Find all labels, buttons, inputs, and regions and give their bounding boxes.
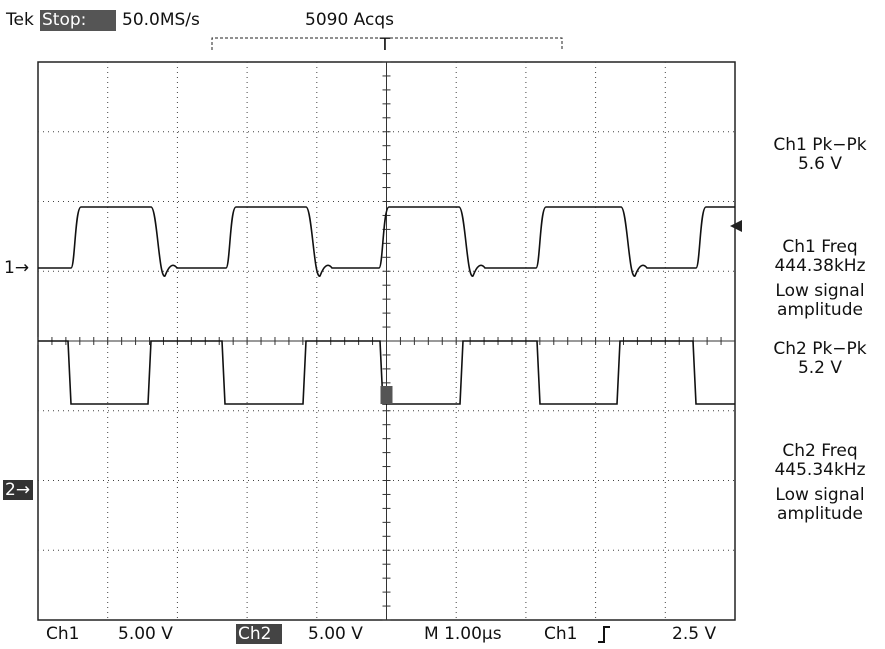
trigger-level-arrow xyxy=(730,220,742,232)
timebase: M 1.00µs xyxy=(424,624,502,644)
measurement-value: 5.6 V xyxy=(798,154,842,174)
measurement-note: amplitude xyxy=(777,300,863,320)
record-bracket xyxy=(211,37,563,50)
trigger-slope xyxy=(598,626,610,643)
brand: Tek xyxy=(5,10,34,30)
trigger-source: Ch1 xyxy=(544,624,577,644)
measurement-value: 445.34kHz xyxy=(774,460,865,480)
graticule xyxy=(37,61,736,621)
measurement-value: 5.2 V xyxy=(798,358,842,378)
ch1-marker: 1→ xyxy=(4,258,29,278)
measurement-label: Ch1 Pk−Pk xyxy=(773,135,866,155)
measurement-note: amplitude xyxy=(777,504,863,524)
ch1-label: Ch1 xyxy=(46,624,79,644)
trigger-position: T xyxy=(379,35,391,55)
ch2-label: Ch2 xyxy=(238,624,271,644)
measurement-value: 444.38kHz xyxy=(774,256,865,276)
trigger-point-marker xyxy=(380,386,393,404)
ch2-marker: 2→ xyxy=(5,480,30,500)
ch2-trace xyxy=(38,340,735,405)
trigger-level: 2.5 V xyxy=(672,624,716,644)
measurement-note: Low signal xyxy=(775,485,864,505)
measurement-label: Ch2 Pk−Pk xyxy=(773,339,866,359)
traces xyxy=(38,206,735,405)
ch2-marker-box xyxy=(3,480,33,500)
measurement-label: Ch1 Freq xyxy=(782,237,857,257)
measurement-label: Ch2 Freq xyxy=(782,441,857,461)
acquisitions: 5090 Acqs xyxy=(305,10,394,30)
ch2-scale: 5.00 V xyxy=(308,624,363,644)
ch1-scale: 5.00 V xyxy=(118,624,173,644)
ch1-trace xyxy=(38,206,735,277)
state: Stop: xyxy=(42,10,86,30)
measurement-note: Low signal xyxy=(775,281,864,301)
ch2-label-box xyxy=(236,624,282,644)
state-box xyxy=(40,10,116,31)
sample-rate: 50.0MS/s xyxy=(122,10,200,30)
